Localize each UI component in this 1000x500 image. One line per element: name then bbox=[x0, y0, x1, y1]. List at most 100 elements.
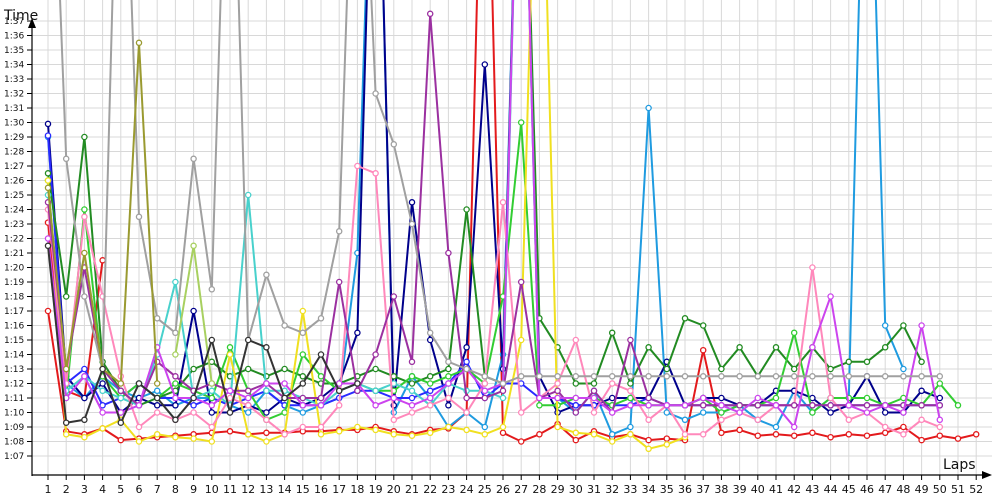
data-point bbox=[718, 409, 725, 416]
data-point bbox=[172, 416, 179, 424]
data-point bbox=[408, 409, 416, 416]
data-point bbox=[445, 249, 452, 257]
data-point bbox=[736, 426, 743, 434]
data-point bbox=[408, 199, 416, 206]
data-point bbox=[499, 380, 507, 387]
data-point bbox=[936, 394, 944, 402]
series-16 bbox=[44, 242, 361, 426]
data-point bbox=[663, 409, 671, 416]
data-point bbox=[481, 61, 489, 68]
data-point bbox=[44, 170, 52, 177]
data-point bbox=[408, 380, 416, 387]
x-tick-label: 49 bbox=[915, 483, 929, 496]
data-point bbox=[99, 387, 106, 395]
data-point bbox=[845, 358, 853, 366]
x-tick-label: 12 bbox=[241, 483, 255, 496]
data-point bbox=[772, 394, 780, 402]
data-point bbox=[153, 380, 161, 387]
data-point bbox=[445, 402, 452, 409]
data-point bbox=[663, 402, 671, 409]
data-point bbox=[699, 394, 707, 402]
data-point bbox=[426, 402, 434, 409]
data-point bbox=[408, 373, 416, 380]
y-tick-label: 1:29 bbox=[4, 133, 24, 143]
data-point bbox=[536, 431, 543, 438]
data-point bbox=[663, 373, 671, 380]
data-point bbox=[881, 373, 889, 380]
data-point bbox=[244, 191, 252, 199]
data-point bbox=[99, 380, 106, 387]
data-point bbox=[809, 429, 816, 437]
data-point bbox=[809, 344, 816, 351]
data-point bbox=[81, 433, 88, 441]
data-point bbox=[481, 431, 489, 438]
data-point bbox=[263, 271, 270, 279]
data-point bbox=[627, 373, 634, 380]
data-point bbox=[226, 344, 234, 351]
data-point bbox=[62, 293, 70, 300]
data-point bbox=[681, 431, 689, 438]
data-point bbox=[699, 402, 707, 409]
data-point bbox=[135, 438, 143, 445]
data-point bbox=[81, 249, 88, 257]
x-tick-label: 10 bbox=[205, 483, 219, 496]
data-point bbox=[445, 394, 452, 402]
data-point bbox=[918, 322, 925, 329]
data-point bbox=[62, 431, 70, 438]
data-point bbox=[627, 402, 634, 409]
data-point bbox=[954, 435, 962, 442]
data-point bbox=[445, 365, 452, 373]
data-point bbox=[263, 344, 270, 351]
data-point bbox=[645, 373, 652, 380]
data-point bbox=[827, 365, 834, 373]
data-point bbox=[608, 394, 616, 402]
x-tick-label: 13 bbox=[259, 483, 273, 496]
data-point bbox=[718, 429, 725, 437]
x-tick-label: 40 bbox=[751, 483, 765, 496]
data-point bbox=[627, 380, 634, 387]
y-tick-label: 1:17 bbox=[4, 307, 24, 317]
data-point bbox=[62, 419, 70, 426]
data-point bbox=[117, 394, 125, 402]
x-tick-label: 43 bbox=[805, 483, 819, 496]
data-point bbox=[499, 423, 507, 431]
data-point bbox=[299, 351, 307, 358]
y-tick-label: 1:35 bbox=[4, 46, 24, 56]
data-point bbox=[244, 409, 252, 416]
data-point bbox=[627, 431, 634, 438]
data-point bbox=[863, 373, 871, 380]
data-point bbox=[863, 432, 871, 439]
x-tick-label: 3 bbox=[81, 483, 88, 496]
data-point bbox=[263, 409, 270, 416]
data-point bbox=[281, 365, 288, 373]
y-tick-label: 1:25 bbox=[4, 191, 24, 201]
data-point bbox=[463, 394, 470, 402]
data-point bbox=[372, 365, 379, 373]
data-point bbox=[809, 264, 816, 271]
data-point bbox=[972, 431, 980, 438]
data-point bbox=[772, 373, 780, 380]
data-point bbox=[554, 387, 561, 395]
data-point bbox=[172, 351, 179, 358]
y-tick-label: 1:18 bbox=[4, 293, 24, 303]
y-tick-label: 1:36 bbox=[4, 32, 24, 42]
y-tick-label: 1:31 bbox=[4, 104, 24, 114]
y-tick-label: 1:33 bbox=[4, 75, 24, 85]
data-point bbox=[208, 380, 216, 387]
data-point bbox=[900, 322, 907, 329]
data-point bbox=[99, 365, 106, 373]
data-point bbox=[153, 387, 161, 395]
data-point bbox=[354, 423, 361, 431]
data-point bbox=[517, 438, 525, 445]
x-tick-label: 44 bbox=[824, 483, 838, 496]
y-tick-label: 1:34 bbox=[4, 61, 24, 71]
data-point bbox=[554, 423, 561, 431]
x-tick-label: 41 bbox=[769, 483, 783, 496]
data-point bbox=[827, 402, 834, 409]
data-point bbox=[153, 431, 161, 438]
data-point bbox=[317, 431, 325, 438]
data-point bbox=[208, 394, 216, 402]
data-point bbox=[736, 344, 743, 351]
data-point bbox=[881, 402, 889, 409]
x-axis-arrow bbox=[982, 471, 992, 479]
